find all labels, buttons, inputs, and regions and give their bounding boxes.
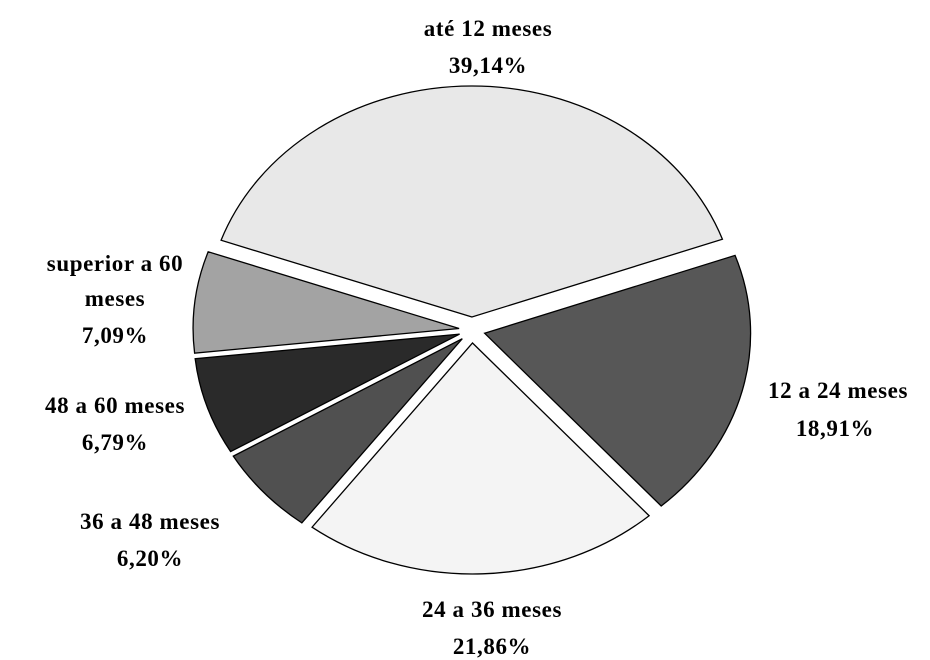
slice-label-48-a-60-meses: 48 a 60 meses xyxy=(45,393,185,418)
slice-value-ate-12-meses: 39,14% xyxy=(449,53,527,78)
pie-slices xyxy=(192,85,752,575)
pie-slice-2 xyxy=(311,342,651,575)
pie-slice-1 xyxy=(483,254,752,507)
slice-value-36-a-48-meses: 6,20% xyxy=(117,546,183,571)
slice-label-24-a-36-meses: 24 a 36 meses xyxy=(422,597,562,622)
pie-slice-0 xyxy=(220,85,724,318)
slice-value-24-a-36-meses: 21,86% xyxy=(453,634,531,659)
pie-slice-5 xyxy=(192,250,460,354)
slice-value-12-a-24-meses: 18,91% xyxy=(796,416,874,441)
slice-label-superior-a-60-meses-line1: superior a 60 xyxy=(47,251,183,276)
slice-label-superior-a-60-meses: 7,09% xyxy=(82,323,148,348)
slice-label-36-a-48-meses: 36 a 48 meses xyxy=(80,509,220,534)
slice-label-superior-a-60-meses-line2: meses xyxy=(85,286,145,311)
slice-value-48-a-60-meses: 6,79% xyxy=(82,430,148,455)
pie-slice-4 xyxy=(194,333,460,453)
slice-label-12-a-24-meses: 12 a 24 meses xyxy=(768,378,908,403)
slice-label-ate-12-meses: até 12 meses xyxy=(424,16,553,41)
pie-slice-3 xyxy=(232,338,463,524)
